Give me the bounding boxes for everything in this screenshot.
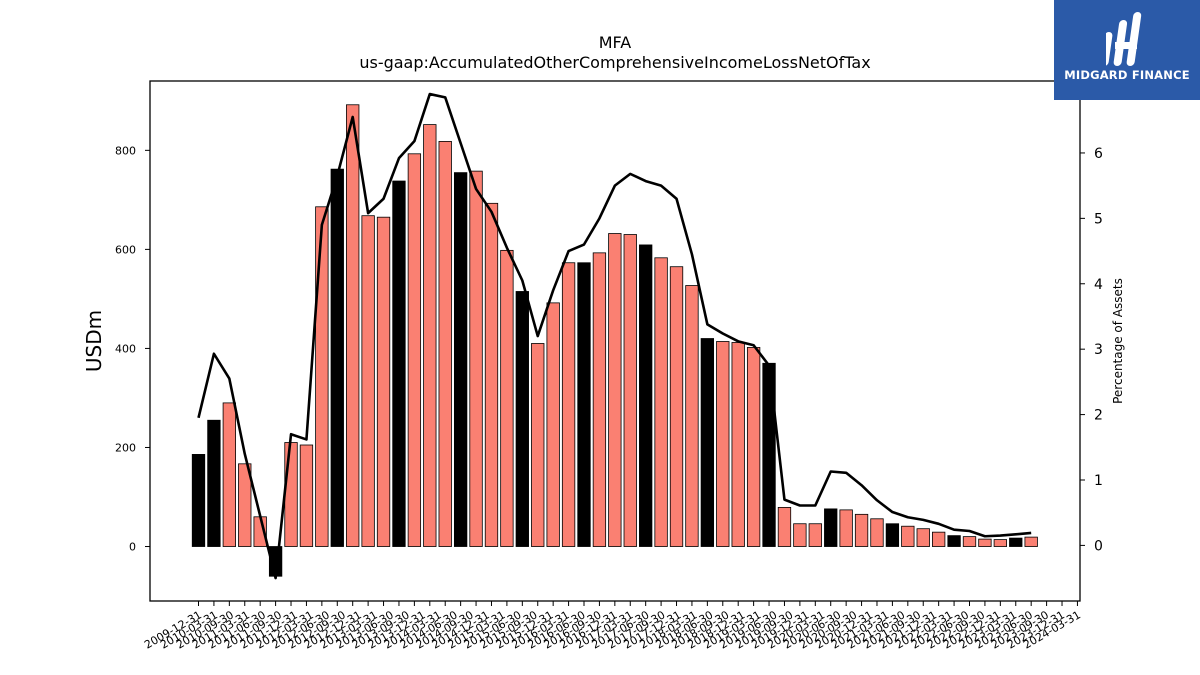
bar — [207, 419, 221, 547]
bar — [700, 338, 715, 547]
bar — [793, 523, 807, 547]
bar — [592, 252, 607, 547]
bar — [901, 525, 915, 547]
bar — [947, 535, 961, 547]
bar — [407, 153, 422, 547]
bar — [222, 402, 236, 547]
bar — [623, 234, 637, 547]
bar — [654, 257, 668, 547]
y-axis-label: USDm — [82, 310, 106, 372]
brand-logo: MIDGARD FINANCE — [1054, 0, 1200, 100]
bar — [916, 528, 930, 547]
y2-tick-label: 1 — [1094, 473, 1103, 489]
y2-tick-label: 5 — [1094, 211, 1103, 227]
bar — [577, 262, 591, 547]
y-tick-label: 400 — [115, 342, 136, 355]
line-group — [197, 92, 1032, 580]
y2-tick-label: 0 — [1094, 538, 1103, 554]
bar — [238, 463, 252, 547]
bar — [469, 170, 483, 547]
bar — [962, 536, 977, 547]
bar — [346, 104, 360, 547]
bars-group — [191, 104, 1038, 577]
bar — [777, 506, 792, 547]
bar — [531, 343, 545, 547]
y2-tick-label: 2 — [1094, 408, 1103, 424]
bar — [669, 266, 684, 547]
bar — [808, 523, 822, 547]
midgard-logo-icon — [1106, 12, 1142, 66]
chart-title: MFA — [599, 33, 632, 52]
bar — [484, 202, 499, 547]
bar — [561, 262, 576, 547]
y2-tick-label: 3 — [1094, 342, 1103, 358]
bar — [330, 168, 344, 547]
bar — [839, 509, 853, 547]
y-tick-label: 600 — [115, 243, 136, 256]
bar — [546, 302, 560, 547]
chart-subtitle: us-gaap:AccumulatedOtherComprehensiveInc… — [359, 53, 870, 72]
bar — [870, 518, 884, 547]
bar — [716, 341, 730, 547]
bar — [731, 342, 745, 547]
y2-axis-label: Percentage of Assets — [1111, 278, 1125, 404]
bar — [685, 285, 699, 547]
bar — [993, 539, 1007, 547]
bar — [453, 172, 468, 547]
brand-name: MIDGARD FINANCE — [1064, 68, 1190, 82]
bar — [284, 442, 298, 547]
bar — [608, 233, 622, 547]
bar — [361, 215, 375, 547]
bar — [885, 523, 900, 547]
y-tick-label: 800 — [115, 144, 136, 157]
bar — [932, 531, 946, 547]
bar — [500, 249, 514, 547]
bar — [762, 362, 776, 547]
bar — [315, 206, 329, 547]
y-axis: 0 200 400 600 800 — [115, 144, 150, 554]
y-tick-label: 200 — [115, 441, 136, 454]
bar — [299, 444, 314, 547]
pct-assets-line — [197, 92, 1032, 580]
bar — [978, 538, 992, 547]
bar — [1024, 536, 1038, 547]
bar — [1009, 537, 1023, 547]
bar — [824, 508, 838, 547]
y-tick-label: 0 — [129, 541, 136, 554]
y2-tick-label: 4 — [1094, 277, 1103, 293]
y2-tick-label: 6 — [1094, 146, 1103, 162]
bar — [854, 513, 869, 547]
bar — [438, 141, 452, 547]
bar — [746, 347, 761, 547]
bar — [191, 454, 206, 547]
y2-axis: 0 1 2 3 4 5 6 — [1080, 146, 1103, 554]
x-axis: 2009-12-312010-03-312010-09-302011-03-31… — [142, 601, 1083, 652]
bar — [639, 244, 653, 547]
bar — [423, 124, 437, 547]
bar — [376, 216, 391, 547]
bar — [392, 180, 406, 547]
bar — [515, 291, 529, 547]
